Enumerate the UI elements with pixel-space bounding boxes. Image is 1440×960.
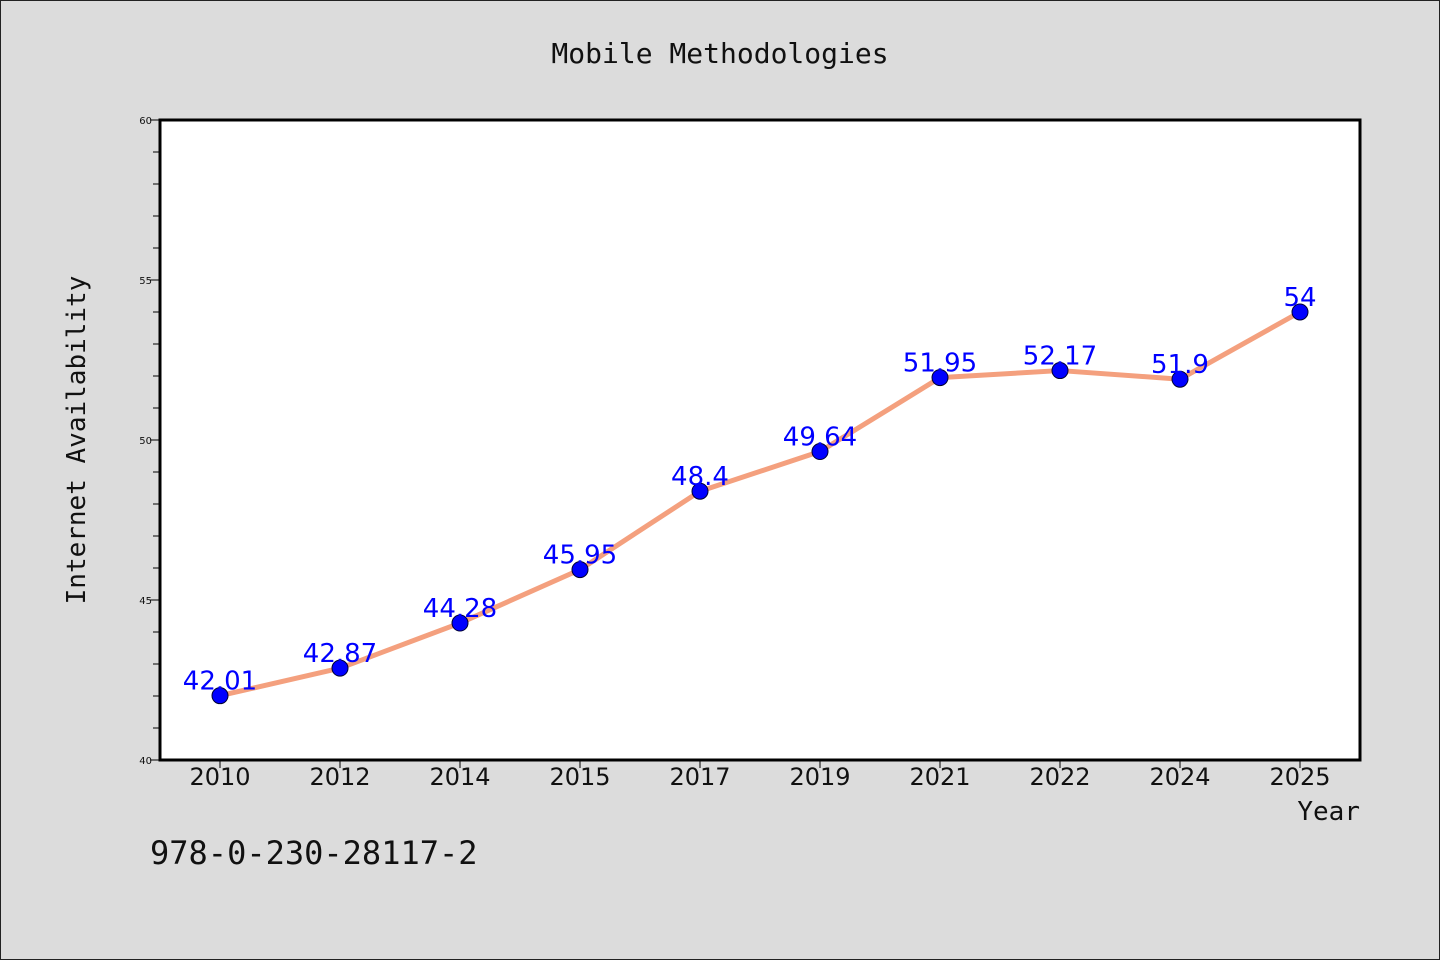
series-layer bbox=[211, 303, 1309, 705]
x-tick-label: 2025 bbox=[1269, 763, 1330, 791]
data-point bbox=[1291, 303, 1309, 321]
x-tick-label: 2022 bbox=[1029, 763, 1090, 791]
chart-title: Mobile Methodologies bbox=[551, 37, 888, 70]
y-tick-label: 45 bbox=[139, 596, 152, 607]
data-point bbox=[1051, 362, 1069, 380]
x-tick-label: 2024 bbox=[1149, 763, 1210, 791]
data-labels-layer: 42.01 42.87 44.28 45.95 48.4 49.64 51.95 52.17 5… bbox=[183, 283, 1317, 697]
y-tick-label: 60 bbox=[139, 116, 152, 127]
data-point bbox=[931, 369, 949, 387]
data-point bbox=[811, 443, 829, 461]
plot-area bbox=[158, 118, 1362, 762]
data-label: 45.95 bbox=[543, 541, 617, 571]
data-label: 44.28 bbox=[423, 594, 497, 624]
data-point bbox=[331, 659, 349, 677]
x-axis-label: Year bbox=[1297, 797, 1360, 827]
y-axis: 40 45 50 55 60 bbox=[139, 116, 160, 767]
y-tick-label: 40 bbox=[139, 756, 152, 767]
data-label: 42.01 bbox=[183, 667, 257, 697]
data-label: 51.9 bbox=[1151, 350, 1209, 380]
data-point bbox=[451, 614, 469, 632]
x-tick-label: 2019 bbox=[789, 763, 850, 791]
x-tick-label: 2010 bbox=[189, 763, 250, 791]
y-axis-label: Internet Availability bbox=[62, 276, 92, 605]
data-label: 48.4 bbox=[671, 462, 729, 492]
data-point bbox=[571, 561, 589, 579]
x-axis: 2010 2012 2014 2015 2017 2019 2021 2022 2024 2025 bbox=[189, 760, 1331, 791]
data-point bbox=[1171, 370, 1189, 388]
y-tick-label: 50 bbox=[139, 436, 152, 447]
data-point bbox=[691, 482, 709, 500]
data-label: 52.17 bbox=[1023, 342, 1097, 372]
data-label: 54 bbox=[1283, 283, 1316, 313]
x-tick-label: 2017 bbox=[669, 763, 730, 791]
footer-identifier: 978-0-230-28117-2 bbox=[150, 834, 478, 872]
data-label: 51.95 bbox=[903, 349, 977, 379]
y-tick-label: 55 bbox=[139, 276, 152, 287]
series-line bbox=[217, 309, 1303, 699]
x-tick-label: 2014 bbox=[429, 763, 490, 791]
data-label: 49.64 bbox=[783, 423, 857, 453]
x-tick-label: 2012 bbox=[309, 763, 370, 791]
x-tick-label: 2021 bbox=[909, 763, 970, 791]
data-point bbox=[211, 687, 229, 705]
data-label: 42.87 bbox=[303, 639, 377, 669]
x-tick-label: 2015 bbox=[549, 763, 610, 791]
